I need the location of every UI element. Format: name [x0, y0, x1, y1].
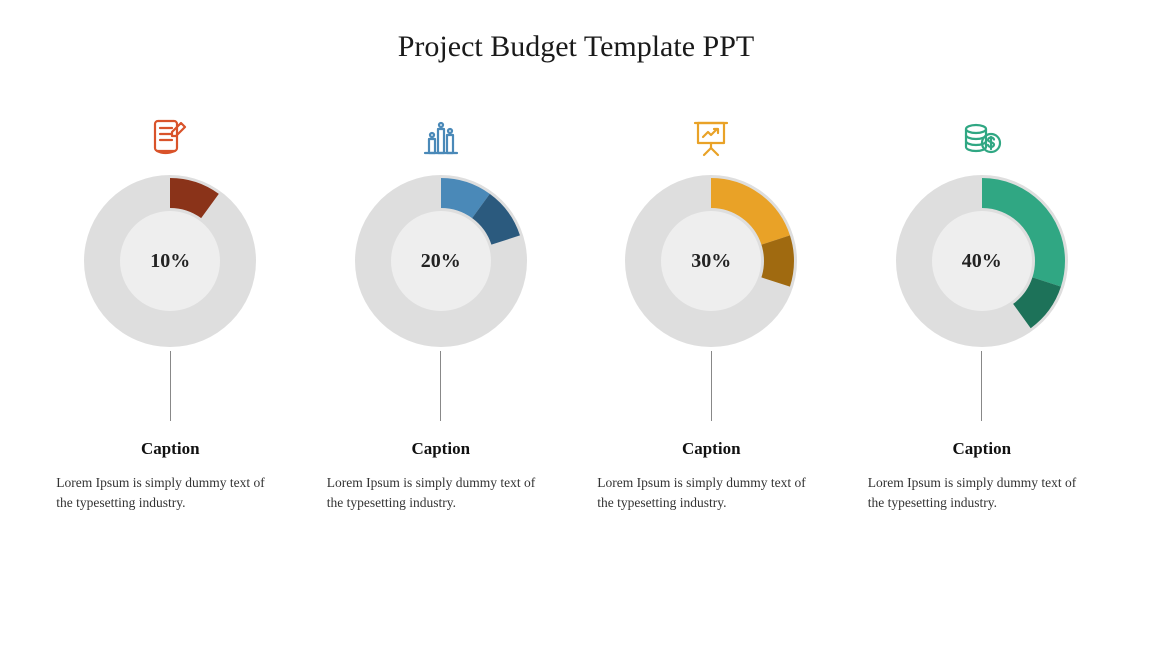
donut-chart: 30%: [621, 171, 801, 351]
budget-item: 20% Caption Lorem Ipsum is simply dummy …: [321, 109, 561, 514]
body-text: Lorem Ipsum is simply dummy text of the …: [50, 473, 290, 514]
caption: Caption: [141, 439, 200, 459]
body-text: Lorem Ipsum is simply dummy text of the …: [321, 473, 561, 514]
notepad-pencil-icon: [148, 109, 192, 159]
connector-line: [170, 351, 171, 421]
items-row: 10% Caption Lorem Ipsum is simply dummy …: [50, 109, 1102, 514]
page-title: Project Budget Template PPT: [50, 30, 1102, 64]
body-text: Lorem Ipsum is simply dummy text of the …: [591, 473, 831, 514]
bar-chart-icon: [419, 109, 463, 159]
budget-item: 30% Caption Lorem Ipsum is simply dummy …: [591, 109, 831, 514]
caption: Caption: [682, 439, 741, 459]
connector-line: [981, 351, 982, 421]
percent-label: 10%: [80, 171, 260, 351]
connector-line: [440, 351, 441, 421]
donut-chart: 20%: [351, 171, 531, 351]
presentation-arrow-icon: [689, 109, 733, 159]
caption: Caption: [411, 439, 470, 459]
percent-label: 40%: [892, 171, 1072, 351]
donut-chart: 10%: [80, 171, 260, 351]
budget-item: 40% Caption Lorem Ipsum is simply dummy …: [862, 109, 1102, 514]
percent-label: 20%: [351, 171, 531, 351]
budget-item: 10% Caption Lorem Ipsum is simply dummy …: [50, 109, 290, 514]
caption: Caption: [952, 439, 1011, 459]
slide: Project Budget Template PPT 10% Caption …: [0, 0, 1152, 648]
percent-label: 30%: [621, 171, 801, 351]
coins-dollar-icon: [960, 109, 1004, 159]
connector-line: [711, 351, 712, 421]
donut-chart: 40%: [892, 171, 1072, 351]
body-text: Lorem Ipsum is simply dummy text of the …: [862, 473, 1102, 514]
